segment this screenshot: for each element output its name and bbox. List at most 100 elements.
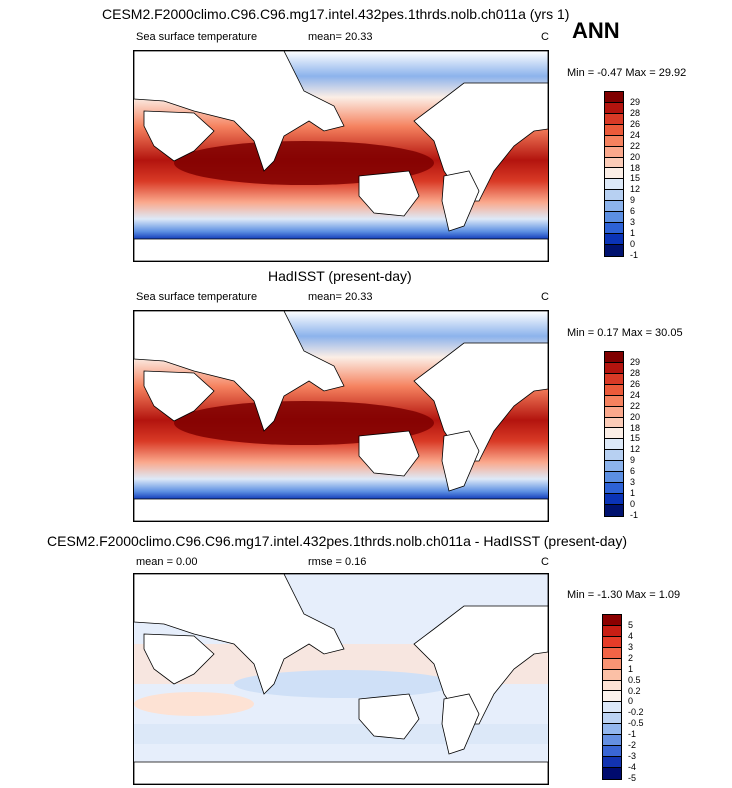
colorbar-tick-label: -1 [630,250,639,260]
colorbar-swatch [605,384,623,396]
colorbar-tick-label: 0 [628,696,634,707]
colorbar-swatch [603,713,621,725]
colorbar-tick-label: 1 [628,663,634,674]
panel1-title: CESM2.F2000climo.C96.C96.mg17.intel.432p… [102,6,570,22]
colorbar-swatch [603,680,621,692]
panel2-units: C [541,291,549,303]
colorbar-swatch [603,756,621,768]
colorbar-swatch [603,691,621,703]
colorbar-swatch [605,102,623,114]
colorbar-swatch [605,244,623,256]
colorbar-swatch [605,92,623,103]
colorbar-tick-label: 24 [630,129,641,140]
colorbar-tick-label: 28 [630,367,641,378]
colorbar-tick-label: -1 [628,729,637,740]
colorbar-swatch [605,233,623,245]
colorbar-tick-label: 12 [630,184,641,195]
colorbar-swatch [605,135,623,147]
panel3-minmax: Min = -1.30 Max = 1.09 [567,589,681,601]
colorbar-tick-label: 15 [630,433,641,444]
colorbar-tick-label: -1 [630,510,639,520]
colorbar-swatch [603,669,621,681]
panel1-variable-label: Sea surface temperature [136,31,258,43]
colorbar-swatch [603,767,621,779]
colorbar-swatch [605,439,623,451]
panel1-minmax: Min = -0.47 Max = 29.92 [567,67,687,79]
panel2-colorbar [604,351,624,517]
colorbar-swatch [603,615,621,626]
colorbar-tick-label: 0 [630,239,636,250]
colorbar-tick-label: 3 [630,477,636,488]
colorbar-tick-label: 3 [630,217,636,228]
colorbar-tick-label: 20 [630,411,641,422]
colorbar-swatch [605,212,623,224]
colorbar-tick-label: 5 [628,619,634,630]
colorbar-swatch [605,146,623,158]
colorbar-tick-label: 24 [630,389,641,400]
colorbar-swatch [605,472,623,484]
colorbar-tick-label: -5 [628,773,637,783]
colorbar-tick-label: 18 [630,162,641,173]
colorbar-swatch [605,124,623,136]
colorbar-swatch [605,461,623,473]
colorbar-tick-label: 0 [630,499,636,510]
season-label: ANN [572,18,620,43]
colorbar-tick-label: 3 [628,641,634,652]
panel2-title: HadISST (present-day) [268,268,412,284]
panel3-map-svg [134,574,548,784]
colorbar-tick-label: -4 [628,762,637,773]
panel3-units: C [541,556,549,568]
colorbar-swatch [605,493,623,505]
panel1-colorbar [604,91,624,257]
colorbar-swatch [603,658,621,670]
colorbar-tick-label: 18 [630,422,641,433]
colorbar-tick-label: 28 [630,107,641,118]
colorbar-tick-label: 9 [630,455,636,466]
colorbar-tick-label: 6 [630,466,636,477]
colorbar-tick-label: 15 [630,173,641,184]
colorbar-tick-label: 26 [630,378,641,389]
panel2-map [133,310,549,522]
panel3-title: CESM2.F2000climo.C96.C96.mg17.intel.432p… [47,533,628,549]
colorbar-tick-label: -2 [628,740,637,751]
colorbar-tick-label: 20 [630,151,641,162]
colorbar-tick-label: -3 [628,751,637,762]
panel1-units: C [541,31,549,43]
panel3-colorbar [602,614,622,780]
colorbar-tick-label: 4 [628,630,634,641]
colorbar-swatch [603,647,621,659]
panel1-map [133,50,549,262]
colorbar-swatch [605,373,623,385]
colorbar-swatch [603,625,621,637]
colorbar-swatch [605,406,623,418]
panel1-mean-label: mean= 20.33 [308,31,373,43]
colorbar-swatch [605,113,623,125]
panel3-rmse-label: rmse = 0.16 [308,556,367,568]
colorbar-tick-label: -0.2 [628,707,644,718]
panel3-map [133,573,549,785]
panel1-map-svg [134,51,548,261]
colorbar-swatch [605,223,623,234]
colorbar-swatch [605,190,623,202]
colorbar-swatch [603,636,621,648]
panel2-minmax: Min = 0.17 Max = 30.05 [567,327,683,339]
colorbar-swatch [605,417,623,429]
colorbar-tick-label: 2 [628,652,634,663]
colorbar-swatch [603,735,621,747]
colorbar-tick-label: 6 [630,206,636,217]
panel3-mean-label: mean = 0.00 [136,556,198,568]
colorbar-swatch [605,157,623,169]
colorbar-swatch [603,702,621,714]
panel2-variable-label: Sea surface temperature [136,291,258,303]
colorbar-swatch [605,362,623,374]
colorbar-swatch [603,746,621,757]
colorbar-swatch [605,179,623,191]
panel2-map-svg [134,311,548,521]
colorbar-swatch [605,504,623,516]
colorbar-swatch [605,168,623,180]
colorbar-tick-label: 0.2 [628,685,641,696]
colorbar-tick-label: 9 [630,195,636,206]
colorbar-tick-label: 29 [630,96,641,107]
colorbar-tick-label: 1 [630,228,636,239]
colorbar-swatch [603,724,621,736]
